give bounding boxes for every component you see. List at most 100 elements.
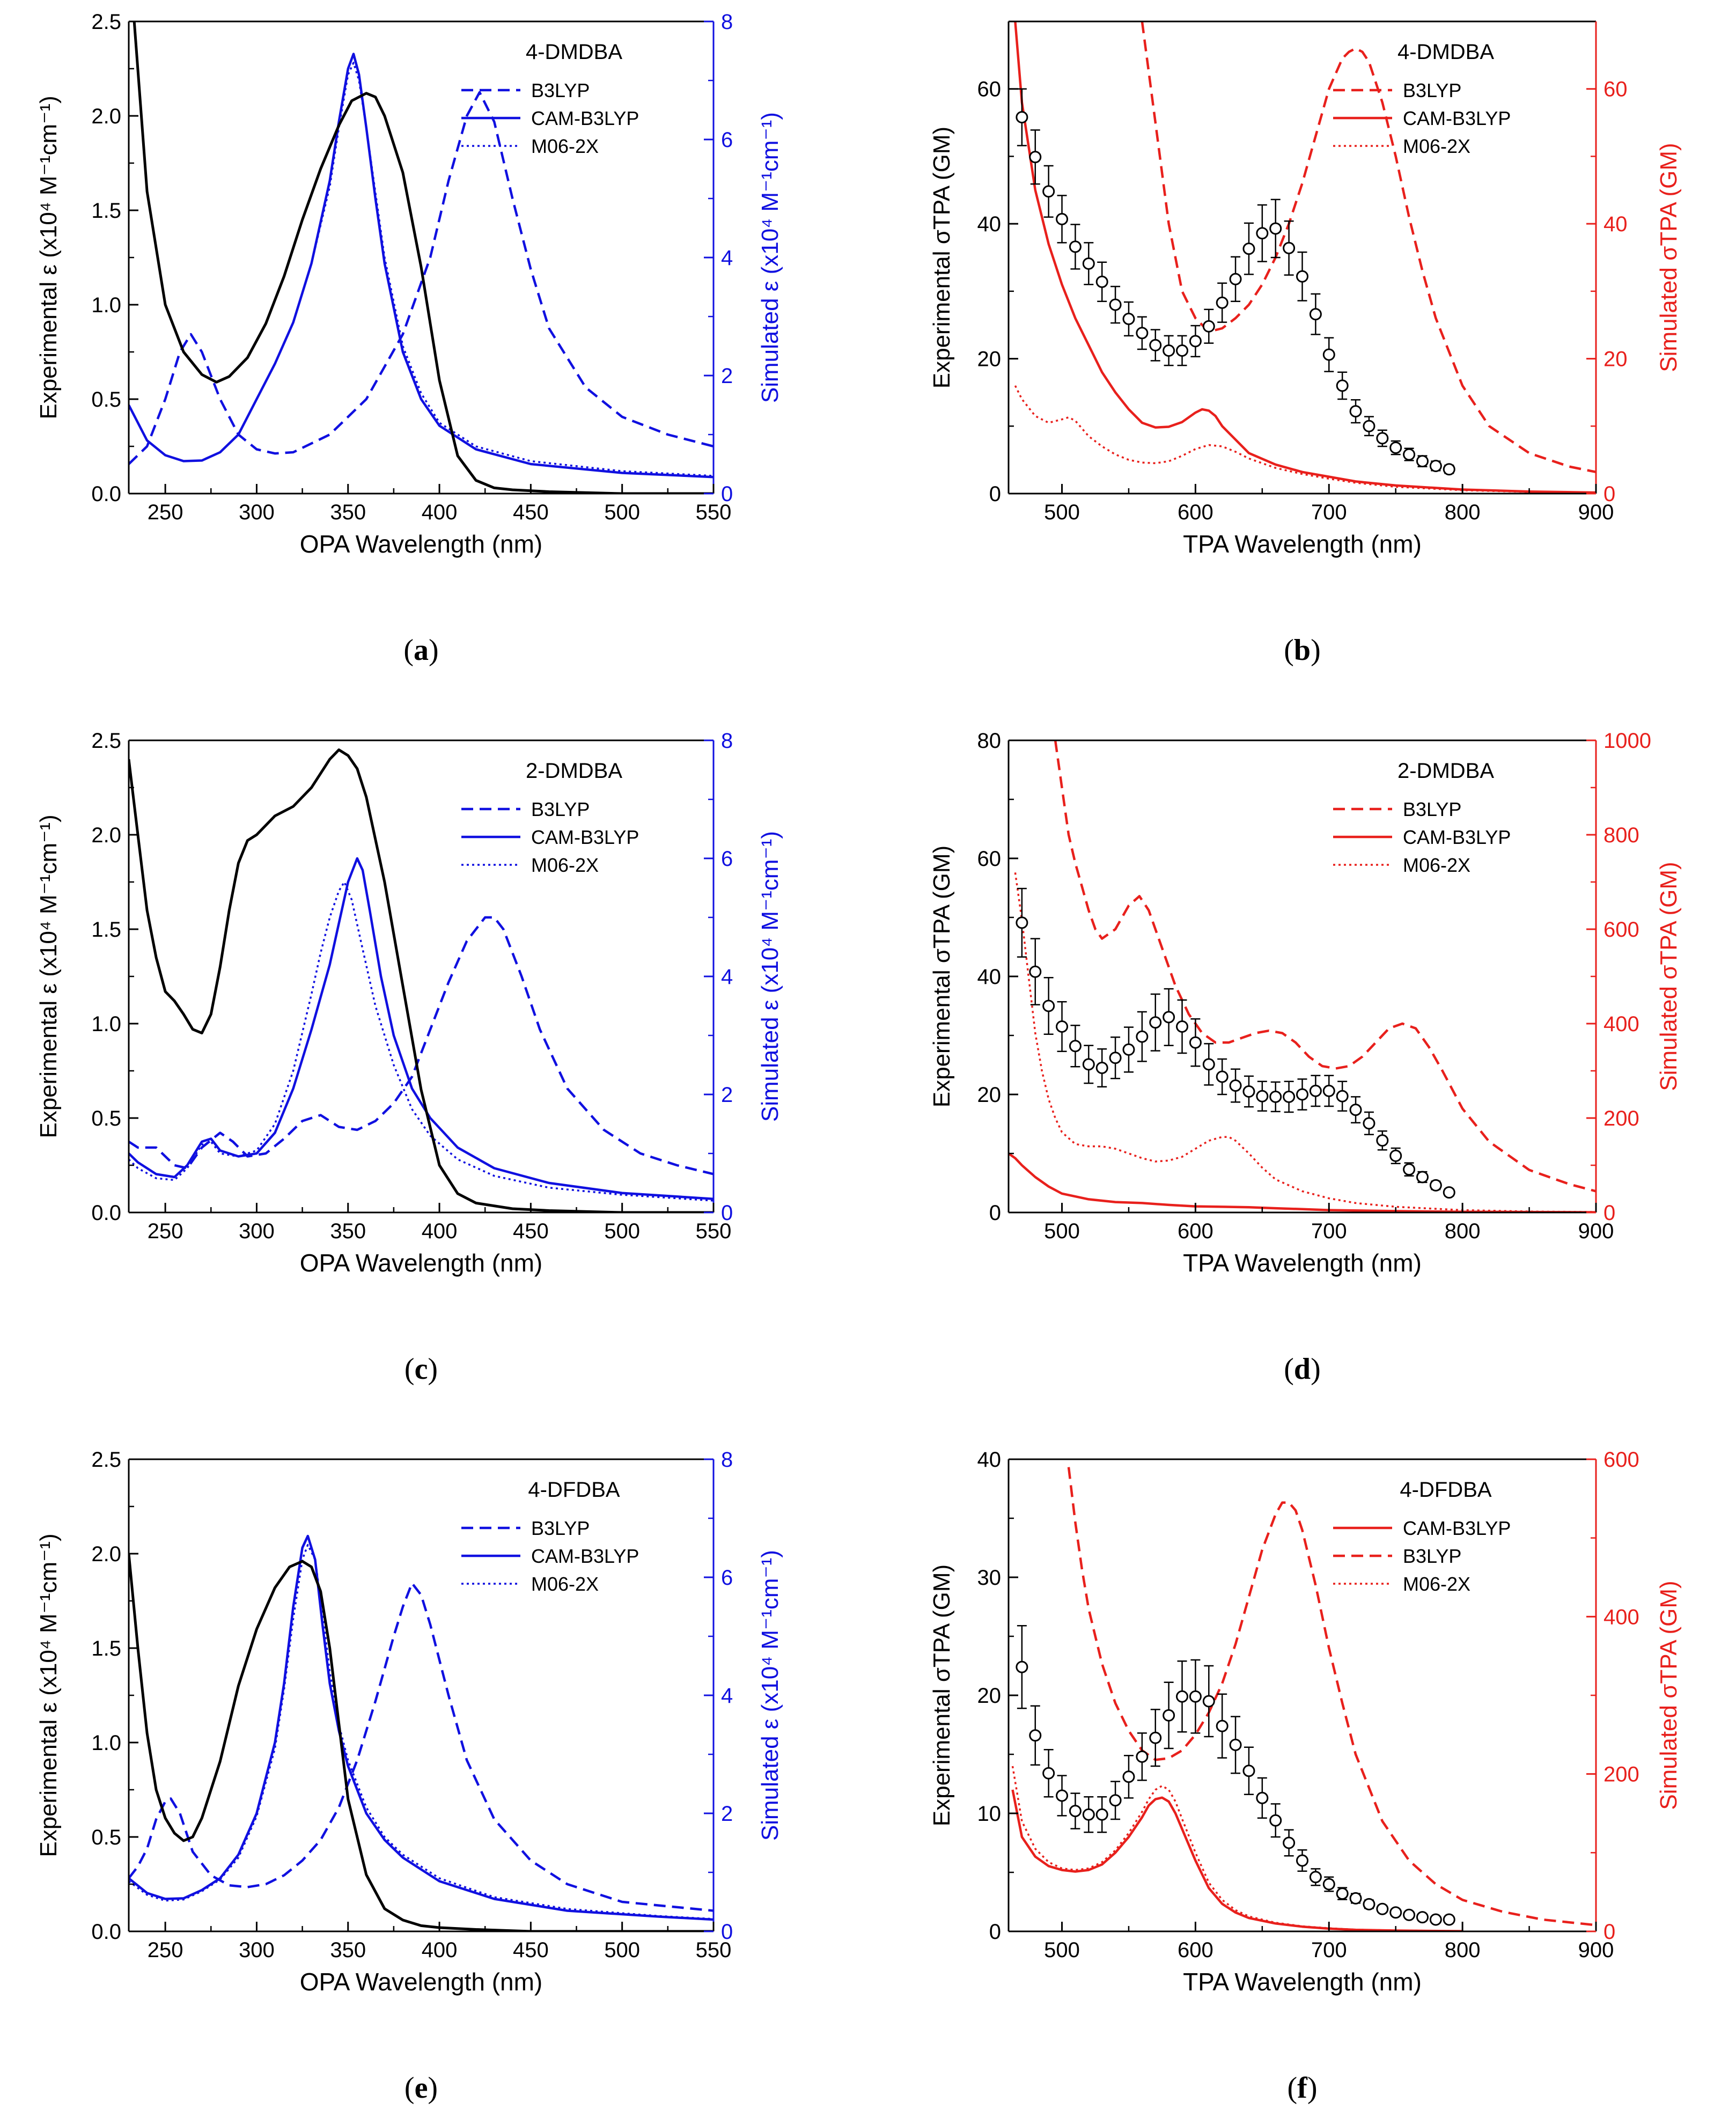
- legend-entry: M06-2X: [1403, 854, 1470, 876]
- data-point: [1296, 1078, 1308, 1111]
- data-point: [1256, 1080, 1269, 1112]
- marker: [1389, 1906, 1402, 1919]
- legend-entry: B3LYP: [1403, 1545, 1461, 1567]
- marker: [1216, 1070, 1229, 1083]
- data-point: [1202, 308, 1215, 344]
- legend-entry: B3LYP: [531, 1517, 590, 1539]
- data-point: [1403, 1162, 1416, 1177]
- marker: [1309, 308, 1322, 321]
- data-point: [1242, 1746, 1255, 1796]
- y-right-tick-label: 200: [1603, 1763, 1639, 1787]
- y-left-tick-label: 0: [989, 1920, 1001, 1944]
- series-line-b3lyp: [1054, 740, 1596, 1193]
- x-tick-label: 550: [696, 1938, 732, 1962]
- x-tick-label: 450: [513, 1219, 549, 1243]
- data-point: [1042, 165, 1055, 218]
- marker: [1429, 1179, 1442, 1192]
- y-left-tick-label: 10: [977, 1802, 1002, 1826]
- data-point: [1122, 301, 1135, 337]
- x-tick-label: 700: [1311, 1938, 1347, 1962]
- y-left-tick-label: 0.5: [91, 388, 121, 411]
- x-tick-label: 500: [604, 501, 640, 524]
- marker: [1322, 348, 1335, 361]
- panel-label: (d): [1284, 1352, 1320, 1386]
- data-point: [1309, 1075, 1322, 1107]
- y-left-tick-label: 0.0: [91, 1201, 121, 1225]
- data-point: [1176, 1660, 1189, 1733]
- data-point: [1443, 463, 1455, 476]
- data-point: [1296, 1849, 1308, 1872]
- data-point: [1016, 887, 1028, 958]
- marker: [1336, 1887, 1349, 1900]
- marker: [1202, 1695, 1215, 1708]
- y-right-tick-label: 8: [721, 1448, 733, 1472]
- legend-entry: M06-2X: [1403, 135, 1470, 157]
- data-point: [1216, 1693, 1229, 1759]
- marker: [1202, 1058, 1215, 1071]
- marker: [1136, 327, 1149, 340]
- x-axis-label: OPA Wavelength (nm): [300, 1249, 543, 1277]
- marker: [1016, 916, 1028, 929]
- marker: [1443, 1186, 1455, 1199]
- marker: [1016, 111, 1028, 124]
- data-point: [1429, 1179, 1442, 1192]
- marker: [1242, 1765, 1255, 1777]
- series-line-cam-b3lyp: [1014, 21, 1596, 494]
- data-point: [1283, 1080, 1296, 1113]
- marker: [1269, 1814, 1282, 1827]
- y-left-axis-label: Experimental ε (x10⁴ M⁻¹cm⁻¹): [35, 814, 62, 1138]
- plot-area: [1014, 21, 1596, 494]
- data-point: [1283, 1829, 1296, 1857]
- data-point: [1082, 242, 1095, 285]
- data-point: [1136, 1011, 1149, 1062]
- marker: [1363, 1117, 1375, 1130]
- data-point: [1176, 999, 1189, 1054]
- y-left-axis-label: Experimental σTPA (GM): [929, 846, 955, 1107]
- x-tick-label: 800: [1445, 501, 1481, 524]
- data-point: [1349, 399, 1362, 424]
- plot-area: [129, 21, 713, 494]
- marker: [1376, 432, 1389, 445]
- series-line-b3lyp: [129, 91, 713, 465]
- data-point: [1095, 1796, 1108, 1833]
- y-left-tick-label: 1.0: [91, 1012, 121, 1036]
- marker: [1376, 1134, 1389, 1147]
- y-right-tick-label: 400: [1603, 1012, 1639, 1036]
- plot-area: [1011, 1467, 1596, 1931]
- y-left-tick-label: 20: [977, 1684, 1002, 1708]
- marker: [1216, 1719, 1229, 1732]
- data-point: [1122, 1026, 1135, 1073]
- marker: [1242, 1085, 1255, 1098]
- marker: [1069, 1805, 1082, 1818]
- data-point: [1416, 1171, 1429, 1184]
- x-tick-label: 250: [148, 1938, 183, 1962]
- y-right-tick-label: 4: [721, 246, 733, 270]
- y-right-tick-label: 0: [1603, 1201, 1615, 1225]
- x-tick-label: 450: [513, 501, 549, 524]
- data-point: [1122, 1754, 1135, 1799]
- x-tick-label: 800: [1445, 1219, 1481, 1243]
- data-point: [1296, 251, 1308, 302]
- y-right-axis-label: Simulated σTPA (GM): [1656, 1581, 1682, 1810]
- legend-entry: CAM-B3LYP: [1403, 1517, 1511, 1539]
- data-point: [1016, 1624, 1028, 1709]
- chart-title: 4-DMDBA: [526, 40, 622, 64]
- data-point: [1082, 1796, 1095, 1833]
- x-tick-label: 300: [239, 1938, 275, 1962]
- marker: [1136, 1030, 1149, 1043]
- x-tick-label: 800: [1445, 1938, 1481, 1962]
- marker: [1256, 1791, 1269, 1804]
- y-left-tick-label: 2.0: [91, 824, 121, 847]
- data-point: [1176, 335, 1189, 366]
- marker: [1376, 1902, 1389, 1915]
- marker: [1256, 1090, 1269, 1102]
- x-tick-label: 700: [1311, 1219, 1347, 1243]
- y-left-tick-label: 2.5: [91, 10, 121, 34]
- data-point: [1403, 447, 1416, 461]
- data-point: [1269, 1081, 1282, 1113]
- marker: [1416, 455, 1429, 468]
- data-point: [1095, 261, 1108, 302]
- data-point: [1429, 1913, 1442, 1926]
- y-right-tick-label: 8: [721, 10, 733, 34]
- data-point: [1229, 1716, 1242, 1774]
